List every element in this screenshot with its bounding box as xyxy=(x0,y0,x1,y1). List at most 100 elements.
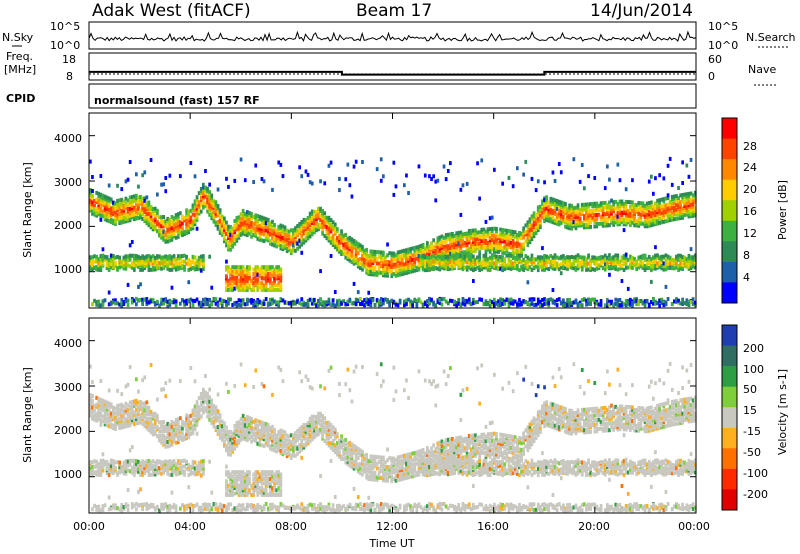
power-cell xyxy=(379,297,383,302)
power-cell xyxy=(133,198,136,203)
power-cell xyxy=(292,239,295,244)
power-cell xyxy=(689,255,693,260)
power-cell xyxy=(325,224,329,229)
power-cell xyxy=(637,201,641,205)
power-cell xyxy=(281,247,285,252)
power-cell xyxy=(503,228,507,233)
velocity-cell xyxy=(139,402,142,407)
power-cell xyxy=(321,215,324,220)
power-cell xyxy=(658,205,661,209)
power-cell xyxy=(541,210,544,215)
power-cell xyxy=(469,266,473,271)
power-cell xyxy=(426,243,429,248)
power-cell xyxy=(225,285,228,290)
power-cell xyxy=(392,192,396,197)
power-cell xyxy=(264,269,268,274)
power-cell xyxy=(564,266,567,271)
power-cell xyxy=(639,205,643,210)
power-cell xyxy=(189,161,193,165)
power-cell xyxy=(292,228,295,233)
velocity-cell xyxy=(145,400,149,405)
power-cell xyxy=(220,232,224,237)
velocity-cell xyxy=(95,395,98,400)
power-cell xyxy=(139,267,142,272)
power-cell xyxy=(243,267,247,272)
power-cell xyxy=(509,240,513,245)
power-cell xyxy=(279,297,283,301)
power-cell xyxy=(507,233,511,238)
power-cell xyxy=(407,265,410,270)
power-cell xyxy=(451,258,454,263)
power-cell xyxy=(507,303,511,308)
power-cell xyxy=(141,217,144,221)
power-cell xyxy=(601,223,605,228)
power-cell xyxy=(260,224,264,229)
power-cell xyxy=(591,208,594,213)
power-cell xyxy=(626,213,630,218)
power-cell xyxy=(174,261,178,266)
velocity-cell xyxy=(149,428,153,432)
power-cell xyxy=(281,224,285,229)
power-cell xyxy=(482,236,486,241)
power-cell xyxy=(543,254,546,258)
power-cell xyxy=(618,266,622,270)
power-cell xyxy=(493,253,496,258)
power-cell xyxy=(444,233,448,238)
power-cell xyxy=(641,210,645,215)
power-cell xyxy=(620,279,624,283)
power-cell xyxy=(532,213,536,218)
power-cell xyxy=(319,301,322,306)
power-cell xyxy=(677,216,680,221)
power-cell xyxy=(528,237,532,242)
velocity-cell xyxy=(120,464,124,469)
power-cell xyxy=(681,215,684,220)
power-cell xyxy=(363,298,366,303)
power-cell xyxy=(218,228,222,233)
power-cell xyxy=(124,212,128,217)
power-cell xyxy=(250,220,253,225)
velocity-cell xyxy=(120,414,124,419)
velocity-cell xyxy=(116,460,119,464)
power-cell xyxy=(137,284,140,289)
power-cell xyxy=(266,301,270,306)
power-cell xyxy=(137,206,140,211)
power-cell xyxy=(568,297,571,302)
velocity-cell xyxy=(143,408,147,413)
power-cell xyxy=(405,255,408,259)
power-cell xyxy=(524,300,528,304)
power-cell xyxy=(624,265,628,270)
power-cell xyxy=(229,285,232,290)
power-cell xyxy=(660,197,664,202)
power-cell xyxy=(457,249,461,253)
power-cell xyxy=(689,211,693,216)
power-cell xyxy=(457,254,461,259)
power-cell xyxy=(340,231,343,236)
power-cell xyxy=(603,303,607,308)
power-cell xyxy=(89,192,92,197)
power-cell xyxy=(482,253,486,258)
power-cell xyxy=(572,259,576,264)
power-cell xyxy=(536,255,540,260)
power-cell xyxy=(233,230,237,235)
power-cell xyxy=(557,202,561,206)
power-cell xyxy=(624,215,628,220)
power-cbar-tick-4: 4 xyxy=(743,271,750,284)
power-cell xyxy=(369,269,373,274)
power-cell xyxy=(218,215,222,219)
power-cell xyxy=(239,298,243,303)
power-cell xyxy=(101,198,105,203)
velocity-cell xyxy=(120,407,124,412)
power-cell xyxy=(576,266,580,271)
power-cell xyxy=(499,248,502,252)
power-cell xyxy=(216,303,220,308)
power-cell xyxy=(223,236,226,241)
power-cell xyxy=(359,302,362,306)
power-cell xyxy=(532,231,536,236)
power-cell xyxy=(97,261,101,266)
power-cell xyxy=(204,298,207,303)
power-cell xyxy=(681,298,684,303)
power-cell xyxy=(645,257,649,262)
power-cell xyxy=(252,287,255,292)
power-cell xyxy=(229,276,232,281)
power-cell xyxy=(256,225,260,230)
